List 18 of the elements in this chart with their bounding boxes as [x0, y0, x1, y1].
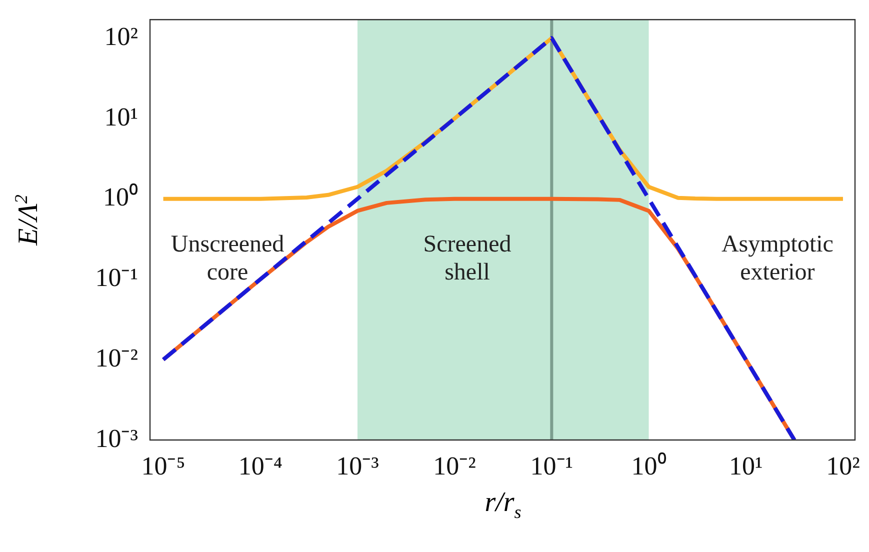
y-tick-label: 10⁻¹ [95, 263, 138, 292]
y-tick-label: 10⁻² [95, 343, 138, 372]
x-tick-label: 10⁰ [631, 451, 666, 480]
annotation: Unscreened core [170, 232, 284, 286]
annotation: Screened shell [423, 232, 512, 286]
y-tick-label: 10² [104, 22, 138, 51]
x-tick-label: 10⁻³ [336, 451, 380, 480]
x-tick-label: 10² [826, 451, 860, 480]
y-tick-label: 10⁰ [103, 182, 138, 212]
x-tick-label: 10⁻⁴ [238, 451, 282, 480]
x-tick-label: 10⁻¹ [530, 451, 574, 480]
x-axis-title: r/r$_{s}$ [484, 487, 522, 523]
x-tick-label: 10¹ [728, 451, 763, 480]
y-tick-label: 10⁻³ [95, 424, 138, 453]
y-tick-label: 10¹ [104, 102, 138, 132]
annotation: Asymptotic exterior [721, 232, 834, 286]
x-tick-label: 10⁻⁵ [141, 451, 186, 480]
x-tick-label: 10⁻² [433, 451, 476, 480]
